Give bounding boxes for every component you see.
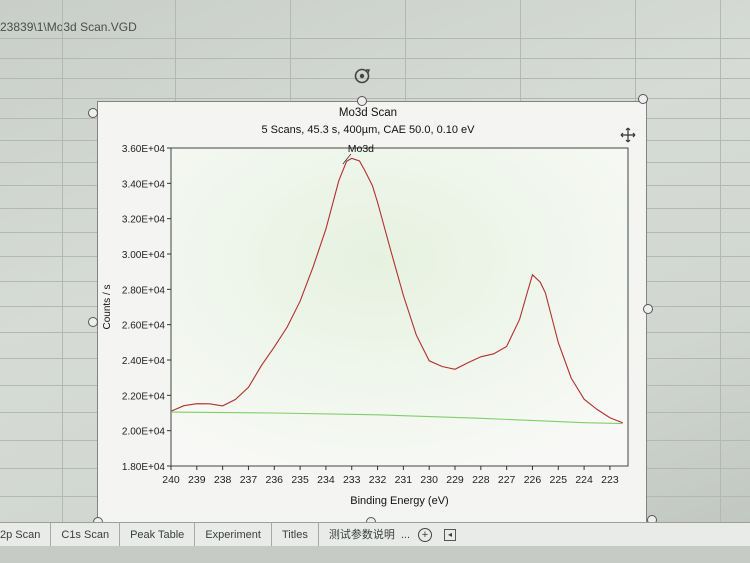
chart-svg: 1.80E+04 2.00E+04 2.20E+04 2.40E+04 2.60E+04… [102,107,629,507]
x-tick-label: 225 [550,474,568,486]
x-tick-label: 232 [369,474,387,486]
x-tick-label: 228 [472,474,490,486]
x-tick-label: 238 [214,474,232,486]
y-axis-label: Counts / s [102,284,113,329]
y-tick-label: 3.20E+04 [122,215,166,226]
x-tick-label: 235 [291,474,309,486]
plus-circle-icon[interactable]: + [418,528,432,542]
status-strip [0,546,750,563]
x-tick-label: 231 [395,474,413,486]
x-axis-label: Binding Energy (eV) [350,495,448,507]
resize-handle[interactable] [88,317,98,327]
plot-frame [170,147,629,467]
sheet-tab-bar: 2p Scan C1s Scan Peak Table Experiment T… [0,522,750,547]
resize-handle[interactable] [357,96,367,106]
tab-test-parameters[interactable]: 测试参数说明 [328,529,395,541]
x-tick-label: 227 [498,474,516,486]
y-tick-label: 3.00E+04 [122,250,166,261]
chart-labels: Mo3d Scan 5 Scans, 45.3 s, 400µm, CAE 50.… [102,107,475,507]
x-tick-label: 223 [601,474,619,486]
y-tick-label: 2.00E+04 [122,427,166,438]
resize-handle[interactable] [643,304,653,314]
grid-line [0,58,750,59]
series-layer [170,157,624,425]
tab-2p-scan[interactable]: 2p Scan [0,523,52,547]
tab-c1s-scan[interactable]: C1s Scan [51,523,121,547]
x-tick-label: 233 [343,474,361,486]
tab-peak-table[interactable]: Peak Table [120,523,196,547]
annotation-leader [342,153,352,165]
x-tick-label: 230 [420,474,438,486]
x-tick-label: 240 [162,474,180,486]
x-tick-label: 239 [188,474,206,486]
y-tick-label: 2.40E+04 [122,356,166,367]
chart-subtitle: 5 Scans, 45.3 s, 400µm, CAE 50.0, 0.10 e… [261,124,475,136]
tab-more[interactable]: ... [400,529,410,541]
grid-line [0,38,750,39]
window-title: 23839\1\Mo3d Scan.VGD [0,20,137,34]
grid-line [0,78,750,79]
plot-area [170,147,629,467]
y-tick-label: 3.40E+04 [122,179,166,190]
y-tick-label: 3.60E+04 [122,144,166,155]
scroll-left-icon[interactable]: ◂ [444,529,456,541]
peak-annotation: Mo3d [348,143,374,155]
rotate-icon[interactable] [353,67,371,85]
x-tick-label: 234 [317,474,335,486]
x-tick-label: 224 [575,474,593,486]
y-tick-label: 2.60E+04 [122,321,166,332]
series-line-0 [170,157,624,424]
grid-line [0,98,750,99]
y-tick-label: 2.20E+04 [122,391,166,402]
series-line-1 [170,411,623,425]
resize-handle[interactable] [638,94,648,104]
chart-object[interactable]: 1.80E+04 2.00E+04 2.20E+04 2.40E+04 2.60E+04… [97,101,647,523]
grid-line [62,0,63,523]
tab-experiment[interactable]: Experiment [195,523,272,547]
tab-titles[interactable]: Titles [272,523,319,547]
resize-handle[interactable] [88,108,98,118]
grid-line [720,0,721,523]
y-tick-label: 1.80E+04 [122,462,166,473]
axes: 1.80E+04 2.00E+04 2.20E+04 2.40E+04 2.60E+04… [122,144,619,486]
x-tick-label: 226 [524,474,542,486]
x-tick-label: 237 [240,474,258,486]
y-tick-label: 2.80E+04 [122,285,166,296]
x-tick-label: 229 [446,474,464,486]
x-tick-label: 236 [266,474,284,486]
move-icon[interactable] [620,127,636,143]
chart-title: Mo3d Scan [339,107,397,119]
